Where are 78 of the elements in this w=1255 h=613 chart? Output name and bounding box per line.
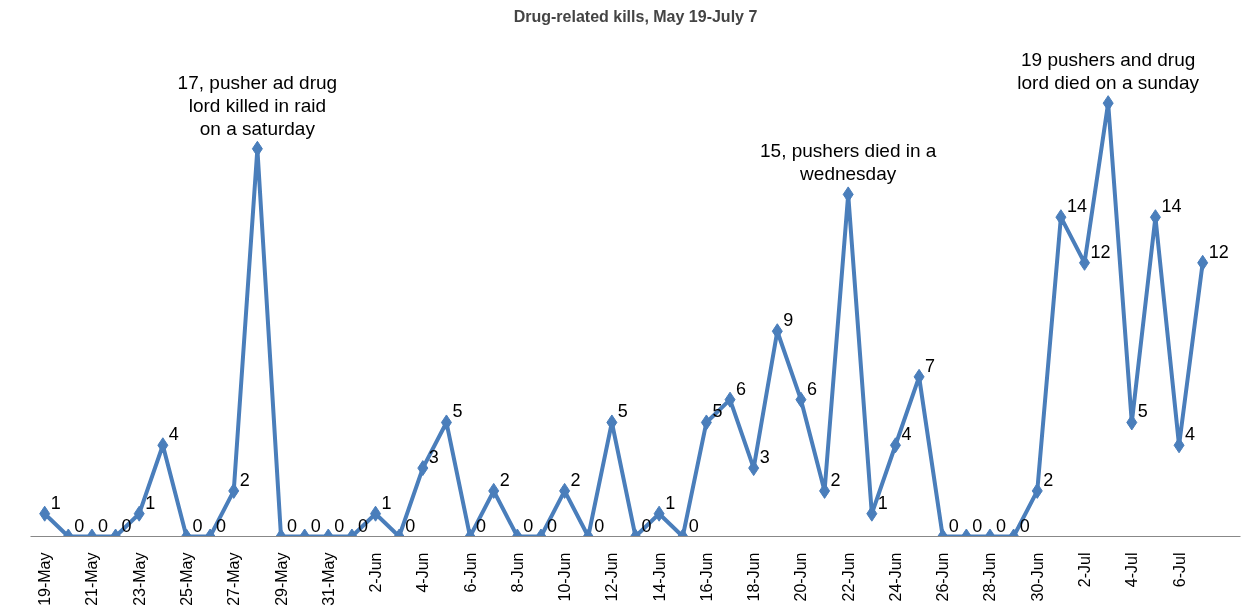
data-label: 4 xyxy=(168,424,179,445)
data-label: 0 xyxy=(357,515,368,536)
x-tick-label: 4-Jun xyxy=(414,552,432,593)
x-tick-label: 23-May xyxy=(130,552,148,606)
data-label: 0 xyxy=(594,515,605,536)
data-label: 0 xyxy=(216,515,227,536)
data-label: 5 xyxy=(1137,401,1148,422)
x-tick-label: 22-Jun xyxy=(839,552,857,602)
x-tick-label: 28-Jun xyxy=(981,552,999,602)
x-tick-label: 2-Jul xyxy=(1076,552,1094,588)
data-label: 6 xyxy=(736,378,747,399)
x-tick-label: 2-Jun xyxy=(367,552,385,593)
x-tick-label: 20-Jun xyxy=(792,552,810,602)
data-label: 0 xyxy=(334,515,345,536)
data-label: 2 xyxy=(499,469,510,490)
point xyxy=(724,391,736,408)
data-label: 9 xyxy=(783,310,794,331)
data-label: 1 xyxy=(877,492,888,513)
point xyxy=(795,391,807,408)
data-label: 2 xyxy=(1043,469,1054,490)
x-tick-label: 26-Jun xyxy=(934,552,952,602)
data-label: 4 xyxy=(1185,424,1196,445)
data-label: 0 xyxy=(310,515,321,536)
x-tick-label: 14-Jun xyxy=(650,552,668,602)
x-tick-label: 25-May xyxy=(177,552,195,606)
point xyxy=(1079,254,1091,271)
data-label: 5 xyxy=(712,401,723,422)
annotation: 19 pushers and drug lord died on a sunday xyxy=(1017,49,1200,94)
data-label: 0 xyxy=(972,515,983,536)
point xyxy=(1197,254,1209,271)
annotation: 15, pushers died in a wednesday xyxy=(760,140,937,185)
x-tick-label: 19-May xyxy=(36,552,54,606)
data-label: 0 xyxy=(97,515,108,536)
x-tick-label: 10-Jun xyxy=(556,552,574,602)
data-label: 3 xyxy=(759,447,770,468)
chart-title: Drug-related kills, May 19-July 7 xyxy=(513,7,758,25)
data-label: 5 xyxy=(617,401,628,422)
data-label: 0 xyxy=(1019,515,1030,536)
x-tick-label: 12-Jun xyxy=(603,552,621,602)
data-label: 0 xyxy=(405,515,416,536)
data-label: 7 xyxy=(925,355,936,376)
data-label: 0 xyxy=(948,515,959,536)
data-label: 2 xyxy=(570,469,581,490)
x-tick-label: 30-Jun xyxy=(1028,552,1046,602)
data-label: 3 xyxy=(428,447,439,468)
x-tick-label: 18-Jun xyxy=(745,552,763,602)
data-label: 1 xyxy=(50,492,61,513)
x-tick-label: 6-Jul xyxy=(1170,552,1188,588)
x-tick-label: 24-Jun xyxy=(886,552,904,602)
data-label: 5 xyxy=(452,401,463,422)
data-label: 2 xyxy=(239,469,250,490)
data-label: 0 xyxy=(74,515,85,536)
data-label: 0 xyxy=(192,515,203,536)
data-label: 1 xyxy=(665,492,676,513)
data-label: 0 xyxy=(546,515,557,536)
data-label: 6 xyxy=(806,378,817,399)
data-label: 0 xyxy=(995,515,1007,536)
x-tick-label: 16-Jun xyxy=(697,552,715,602)
x-tick-label: 21-May xyxy=(83,552,101,606)
data-label: 14 xyxy=(1161,196,1182,217)
data-label: 14 xyxy=(1066,196,1087,217)
data-label: 2 xyxy=(830,469,841,490)
annotation: 17, pusher ad drug lord killed in raid on a saturday xyxy=(177,71,338,139)
x-tick-label: 27-May xyxy=(225,552,243,606)
data-label: 0 xyxy=(523,515,534,536)
data-label: 1 xyxy=(381,492,392,513)
data-label: 4 xyxy=(901,424,912,445)
data-label: 12 xyxy=(1090,241,1111,262)
x-tick-label: 6-Jun xyxy=(461,552,479,593)
x-tick-label: 4-Jul xyxy=(1123,552,1141,588)
data-label: 0 xyxy=(476,515,487,536)
x-tick-label: 31-May xyxy=(319,552,337,606)
x-tick-label: 8-Jun xyxy=(508,552,526,593)
data-label: 0 xyxy=(688,515,699,536)
data-label: 0 xyxy=(287,515,298,536)
data-label: 12 xyxy=(1208,241,1229,262)
data-label: 1 xyxy=(145,492,156,513)
x-tick-label: 29-May xyxy=(272,552,290,606)
